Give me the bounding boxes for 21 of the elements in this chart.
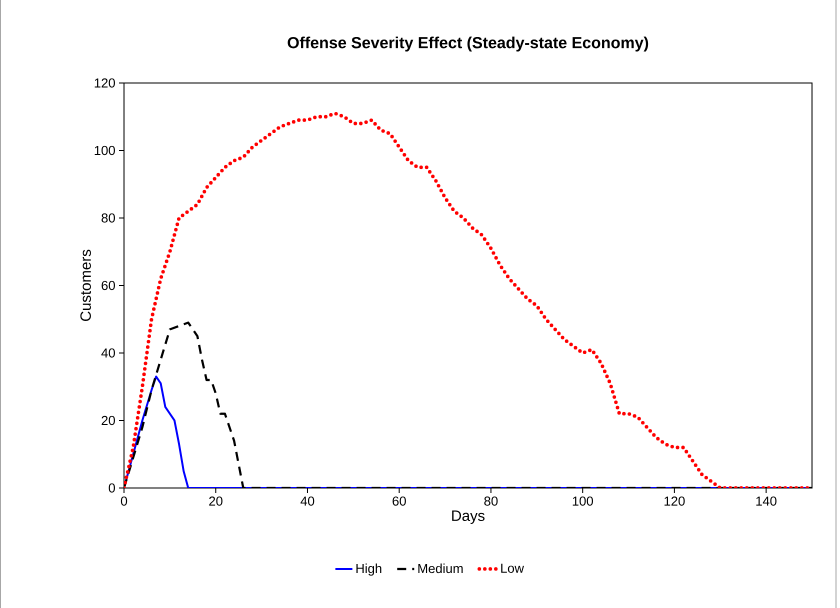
y-tick-label: 120 [94, 78, 115, 88]
x-tick-label: 140 [756, 496, 776, 506]
x-axis-title: Days [452, 510, 485, 524]
y-tick-label: 100 [94, 146, 115, 156]
legend-label: Medium [418, 564, 463, 574]
y-tick-label: 0 [108, 483, 115, 493]
y-tick-label: 80 [102, 213, 115, 223]
y-tick-label: 60 [102, 280, 115, 290]
x-tick-label: 20 [209, 496, 222, 506]
x-tick-label: 0 [120, 496, 128, 506]
y-tick-label: 40 [101, 348, 115, 358]
x-tick-label: 100 [572, 496, 594, 506]
legend-label: High [356, 564, 382, 576]
y-axis-title: Customers [80, 250, 91, 321]
legend-label: Low [501, 564, 524, 573]
x-tick-label: 60 [392, 496, 406, 506]
y-tick-label: 20 [102, 416, 115, 426]
x-tick-label: 120 [664, 496, 685, 506]
x-tick-label: 80 [484, 496, 498, 506]
x-tick-label: 40 [300, 496, 314, 506]
chart-title: Offense Severity Effect (Steady-state Economy) [288, 36, 648, 52]
